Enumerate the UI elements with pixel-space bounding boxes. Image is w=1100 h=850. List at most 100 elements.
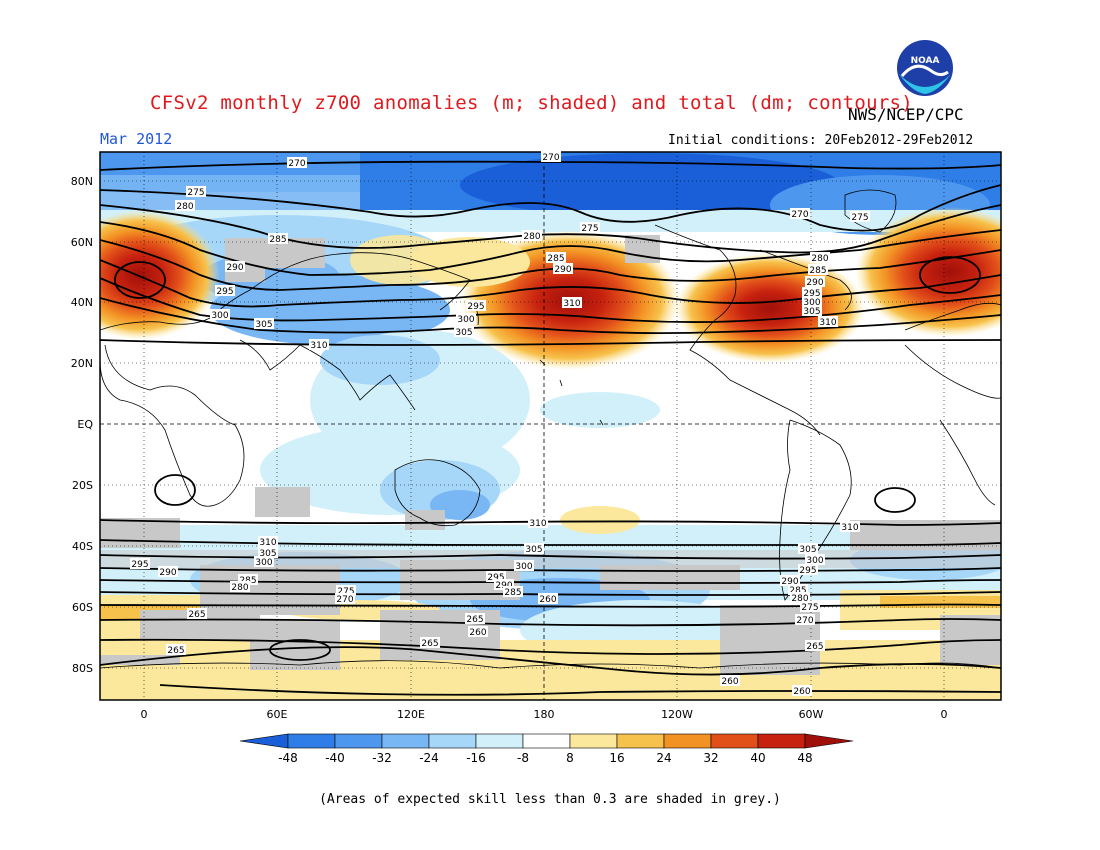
contour-label: 305	[524, 543, 544, 555]
contour-label: 300	[514, 560, 534, 572]
svg-text:290: 290	[226, 263, 243, 273]
lat-tick: 20N	[71, 357, 93, 370]
colorbar-label: -32	[372, 751, 392, 765]
contour-label: 300	[254, 556, 274, 568]
lat-tick: 40S	[72, 540, 93, 553]
contour-label: 305	[798, 543, 818, 555]
forecast-month: Mar 2012	[100, 130, 173, 148]
contour-label: 300	[210, 309, 230, 321]
contour-label: 310	[840, 521, 860, 533]
colorbar-segment	[757, 733, 806, 749]
svg-text:310: 310	[819, 318, 836, 328]
contour-label: 285	[808, 264, 828, 276]
lat-tick: 20S	[72, 479, 93, 492]
contour-label: 295	[802, 287, 822, 299]
contour-label: 285	[268, 233, 288, 245]
svg-text:295: 295	[216, 287, 233, 297]
contour-label: 290	[780, 575, 800, 587]
svg-text:265: 265	[421, 639, 438, 649]
contour-label: 275	[580, 222, 600, 234]
lon-tick: 60W	[799, 708, 824, 721]
colorbar-segment	[287, 733, 336, 749]
svg-text:305: 305	[455, 328, 472, 338]
colorbar-label: -40	[325, 751, 345, 765]
colorbar-segment	[710, 733, 759, 749]
svg-text:260: 260	[539, 595, 556, 605]
colorbar-segment	[381, 733, 430, 749]
svg-text:285: 285	[504, 588, 521, 598]
contour-label: 275	[850, 211, 870, 223]
contour-label: 310	[562, 297, 582, 309]
svg-text:295: 295	[487, 573, 504, 583]
initial-conditions: Initial conditions: 20Feb2012-29Feb2012	[668, 133, 974, 148]
contour-label: 300	[805, 554, 825, 566]
svg-text:280: 280	[811, 254, 828, 264]
contour-label: 300	[456, 313, 476, 325]
contour-label: 305	[254, 318, 274, 330]
svg-text:280: 280	[523, 232, 540, 242]
svg-text:265: 265	[188, 610, 205, 620]
svg-text:265: 265	[806, 642, 823, 652]
agency-label: NWS/NCEP/CPC	[848, 105, 964, 124]
svg-text:275: 275	[801, 603, 818, 613]
contour-label: 285	[503, 586, 523, 598]
svg-text:260: 260	[721, 677, 738, 687]
contour-label: 285	[546, 252, 566, 264]
svg-text:295: 295	[131, 560, 148, 570]
contour-label: 310	[528, 517, 548, 529]
colorbar-label: 16	[609, 751, 624, 765]
svg-text:310: 310	[259, 538, 276, 548]
colorbar-label: -24	[419, 751, 439, 765]
noaa-logo: NOAA	[897, 40, 953, 96]
svg-text:295: 295	[803, 289, 820, 299]
svg-text:270: 270	[796, 616, 813, 626]
contour-label: 295	[215, 285, 235, 297]
contour-label: 260	[468, 626, 488, 638]
svg-text:270: 270	[336, 595, 353, 605]
svg-text:305: 305	[259, 549, 276, 559]
contour-label: 295	[486, 571, 506, 583]
colorbar: -48 -40 -32 -24 -16 -8 8 16 24 32 40 48	[239, 733, 854, 765]
colorbar-label: -16	[466, 751, 486, 765]
lon-axis: 0 60E 120E 180 120W 60W 0	[141, 708, 948, 721]
contour-label: 265	[187, 608, 207, 620]
lat-tick: EQ	[77, 418, 93, 431]
svg-text:300: 300	[515, 562, 532, 572]
svg-text:310: 310	[529, 519, 546, 529]
svg-text:265: 265	[466, 615, 483, 625]
contour-label: 270	[335, 593, 355, 605]
contour-label: 270	[790, 208, 810, 220]
anomaly-map: NOAA	[71, 40, 1002, 765]
lon-tick: 60E	[267, 708, 288, 721]
noaa-logo-text: NOAA	[911, 56, 940, 66]
svg-text:310: 310	[563, 299, 580, 309]
contour-label: 305	[454, 326, 474, 338]
svg-text:275: 275	[851, 213, 868, 223]
lat-tick: 40N	[71, 296, 93, 309]
svg-text:285: 285	[269, 235, 286, 245]
lon-tick: 120E	[397, 708, 425, 721]
svg-text:285: 285	[789, 586, 806, 596]
svg-text:310: 310	[841, 523, 858, 533]
svg-text:300: 300	[255, 558, 272, 568]
svg-text:300: 300	[806, 556, 823, 566]
colorbar-label: 40	[750, 751, 765, 765]
svg-text:305: 305	[525, 545, 542, 555]
lat-tick: 80N	[71, 175, 93, 188]
svg-text:275: 275	[337, 587, 354, 597]
tropical-negative-anomaly	[260, 330, 660, 520]
contour-label: 295	[798, 564, 818, 576]
contour-label: 295	[130, 558, 150, 570]
colorbar-label: -8	[517, 751, 529, 765]
lon-tick: 0	[141, 708, 148, 721]
svg-text:300: 300	[211, 311, 228, 321]
lat-tick: 60N	[71, 236, 93, 249]
lon-tick: 0	[941, 708, 948, 721]
svg-text:290: 290	[554, 265, 571, 275]
svg-text:265: 265	[167, 646, 184, 656]
svg-text:275: 275	[187, 188, 204, 198]
contour-label: 280	[810, 252, 830, 264]
contour-label: 275	[336, 585, 356, 597]
skill-footnote: (Areas of expected skill less than 0.3 a…	[319, 792, 781, 807]
svg-text:305: 305	[803, 307, 820, 317]
